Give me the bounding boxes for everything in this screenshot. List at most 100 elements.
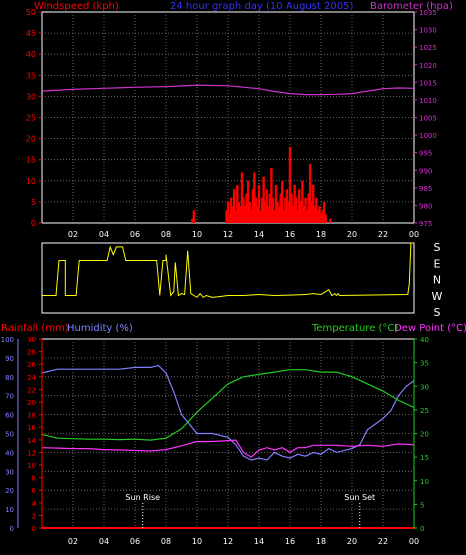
humidity-tick-label: 10 [5, 506, 14, 514]
barometer-axis-title: Barometer (hpa) [370, 1, 453, 12]
wind-direction-line [42, 242, 414, 299]
baro-tick-label: 1030 [419, 27, 437, 35]
humidity-tick-label: 70 [5, 393, 14, 401]
x-tick-label: 04 [99, 230, 109, 239]
rain-tick-label: 0 [32, 525, 36, 533]
barometer-line [41, 84, 415, 96]
wind-bar [225, 210, 228, 223]
wind-bar [254, 197, 258, 223]
x-tick-label: 00 [409, 537, 419, 546]
baro-tick-label: 990 [419, 167, 432, 175]
x-tick-label: 00 [409, 230, 419, 239]
x-tick-label: 18 [316, 537, 326, 546]
baro-tick-label: 1005 [419, 115, 437, 123]
temp-tick-label: 15 [420, 454, 429, 462]
x-tick-label: 04 [99, 537, 109, 546]
wind-bar [260, 197, 264, 223]
wind-bar [318, 206, 321, 223]
temp-tick-label: 40 [420, 336, 429, 344]
x-tick-label: 08 [161, 537, 171, 546]
humidity-tick-label: 0 [10, 525, 14, 533]
wind-bar [282, 210, 285, 223]
wind-bar [285, 189, 289, 223]
wind-tick-label: 10 [26, 177, 36, 186]
x-tick-label: 10 [192, 537, 202, 546]
baro-tick-label: 980 [419, 202, 432, 210]
x-tick-label: 18 [316, 230, 326, 239]
x-tick-label: 06 [130, 230, 140, 239]
wind-tick-label: 0 [31, 219, 36, 228]
rain-tick-label: 22 [27, 386, 36, 394]
x-tick-label: 20 [347, 230, 357, 239]
compass-label: S [434, 306, 441, 319]
rain-tick-label: 16 [27, 424, 36, 432]
wind-bar [291, 206, 295, 223]
rain-tick-label: 12 [27, 449, 36, 457]
rain-tick-label: 6 [32, 487, 37, 495]
humidity-tick-label: 90 [5, 355, 14, 363]
baro-tick-label: 1015 [419, 79, 437, 87]
x-tick-label: 14 [254, 230, 264, 239]
x-tick-label: 22 [378, 537, 388, 546]
wind-bar [256, 206, 259, 223]
compass-label: N [433, 274, 441, 287]
wind-bar [322, 201, 326, 223]
x-tick-label: 12 [223, 537, 233, 546]
wind-tick-label: 15 [26, 156, 36, 165]
wind-tick-label: 20 [26, 135, 36, 144]
wind-tick-label: 25 [26, 114, 36, 123]
wind-bar [293, 185, 296, 223]
humidity-tick-label: 60 [5, 412, 14, 420]
wind-direction-panel [41, 242, 415, 314]
x-tick-label: 14 [254, 537, 264, 546]
wind-bar [298, 189, 301, 223]
temp-tick-label: 20 [420, 431, 429, 439]
dewpoint-axis-title: Dew Point (°C) [394, 323, 466, 334]
temp-tick-label: 30 [420, 383, 429, 391]
wind-bar [273, 210, 276, 223]
wind-bar [253, 172, 256, 223]
series-line [41, 439, 415, 458]
baro-tick-label: 975 [419, 220, 432, 228]
wind-bar [305, 210, 309, 223]
wind-tick-label: 50 [26, 8, 36, 17]
humidity-tick-label: 50 [5, 431, 14, 439]
compass-label: W [432, 290, 443, 303]
rain-tick-label: 24 [27, 374, 36, 382]
windspeed-axis-title: Windspeed (kph) [34, 1, 119, 12]
rain-tick-label: 14 [27, 437, 36, 445]
temp-tick-label: 25 [420, 407, 429, 415]
humidity-tick-label: 80 [5, 374, 14, 382]
wind-bar [192, 210, 196, 223]
wind-bar [288, 147, 292, 223]
baro-tick-label: 995 [419, 150, 432, 158]
wind-bar [287, 201, 290, 223]
wind-bar [295, 197, 298, 223]
baro-tick-label: 985 [419, 185, 432, 193]
compass-label: S [434, 241, 441, 254]
wind-bar [191, 218, 194, 223]
x-tick-label: 12 [223, 230, 233, 239]
x-tick-label: 06 [130, 537, 140, 546]
baro-tick-label: 1025 [419, 44, 437, 52]
wind-bar [329, 218, 332, 223]
wind-bar [245, 193, 248, 223]
wind-bar [257, 185, 261, 223]
wind-bar [264, 201, 267, 223]
wind-bar [239, 206, 242, 223]
wind-bar [281, 180, 284, 223]
temp-tick-label: 10 [420, 478, 429, 486]
wind-bar [234, 210, 237, 223]
wind-bar [316, 210, 320, 223]
x-tick-label: 20 [347, 537, 357, 546]
wind-bar [274, 185, 278, 223]
wind-bar [226, 201, 230, 223]
wind-tick-label: 40 [26, 50, 36, 59]
wind-bar [237, 201, 241, 223]
wind-bar [279, 193, 282, 223]
rainfall-axis-title: Rainfall (mm) [1, 323, 69, 334]
sunset-label: Sun Set [344, 493, 375, 502]
baro-tick-label: 1000 [419, 132, 437, 140]
humidity-tick-label: 40 [5, 449, 14, 457]
